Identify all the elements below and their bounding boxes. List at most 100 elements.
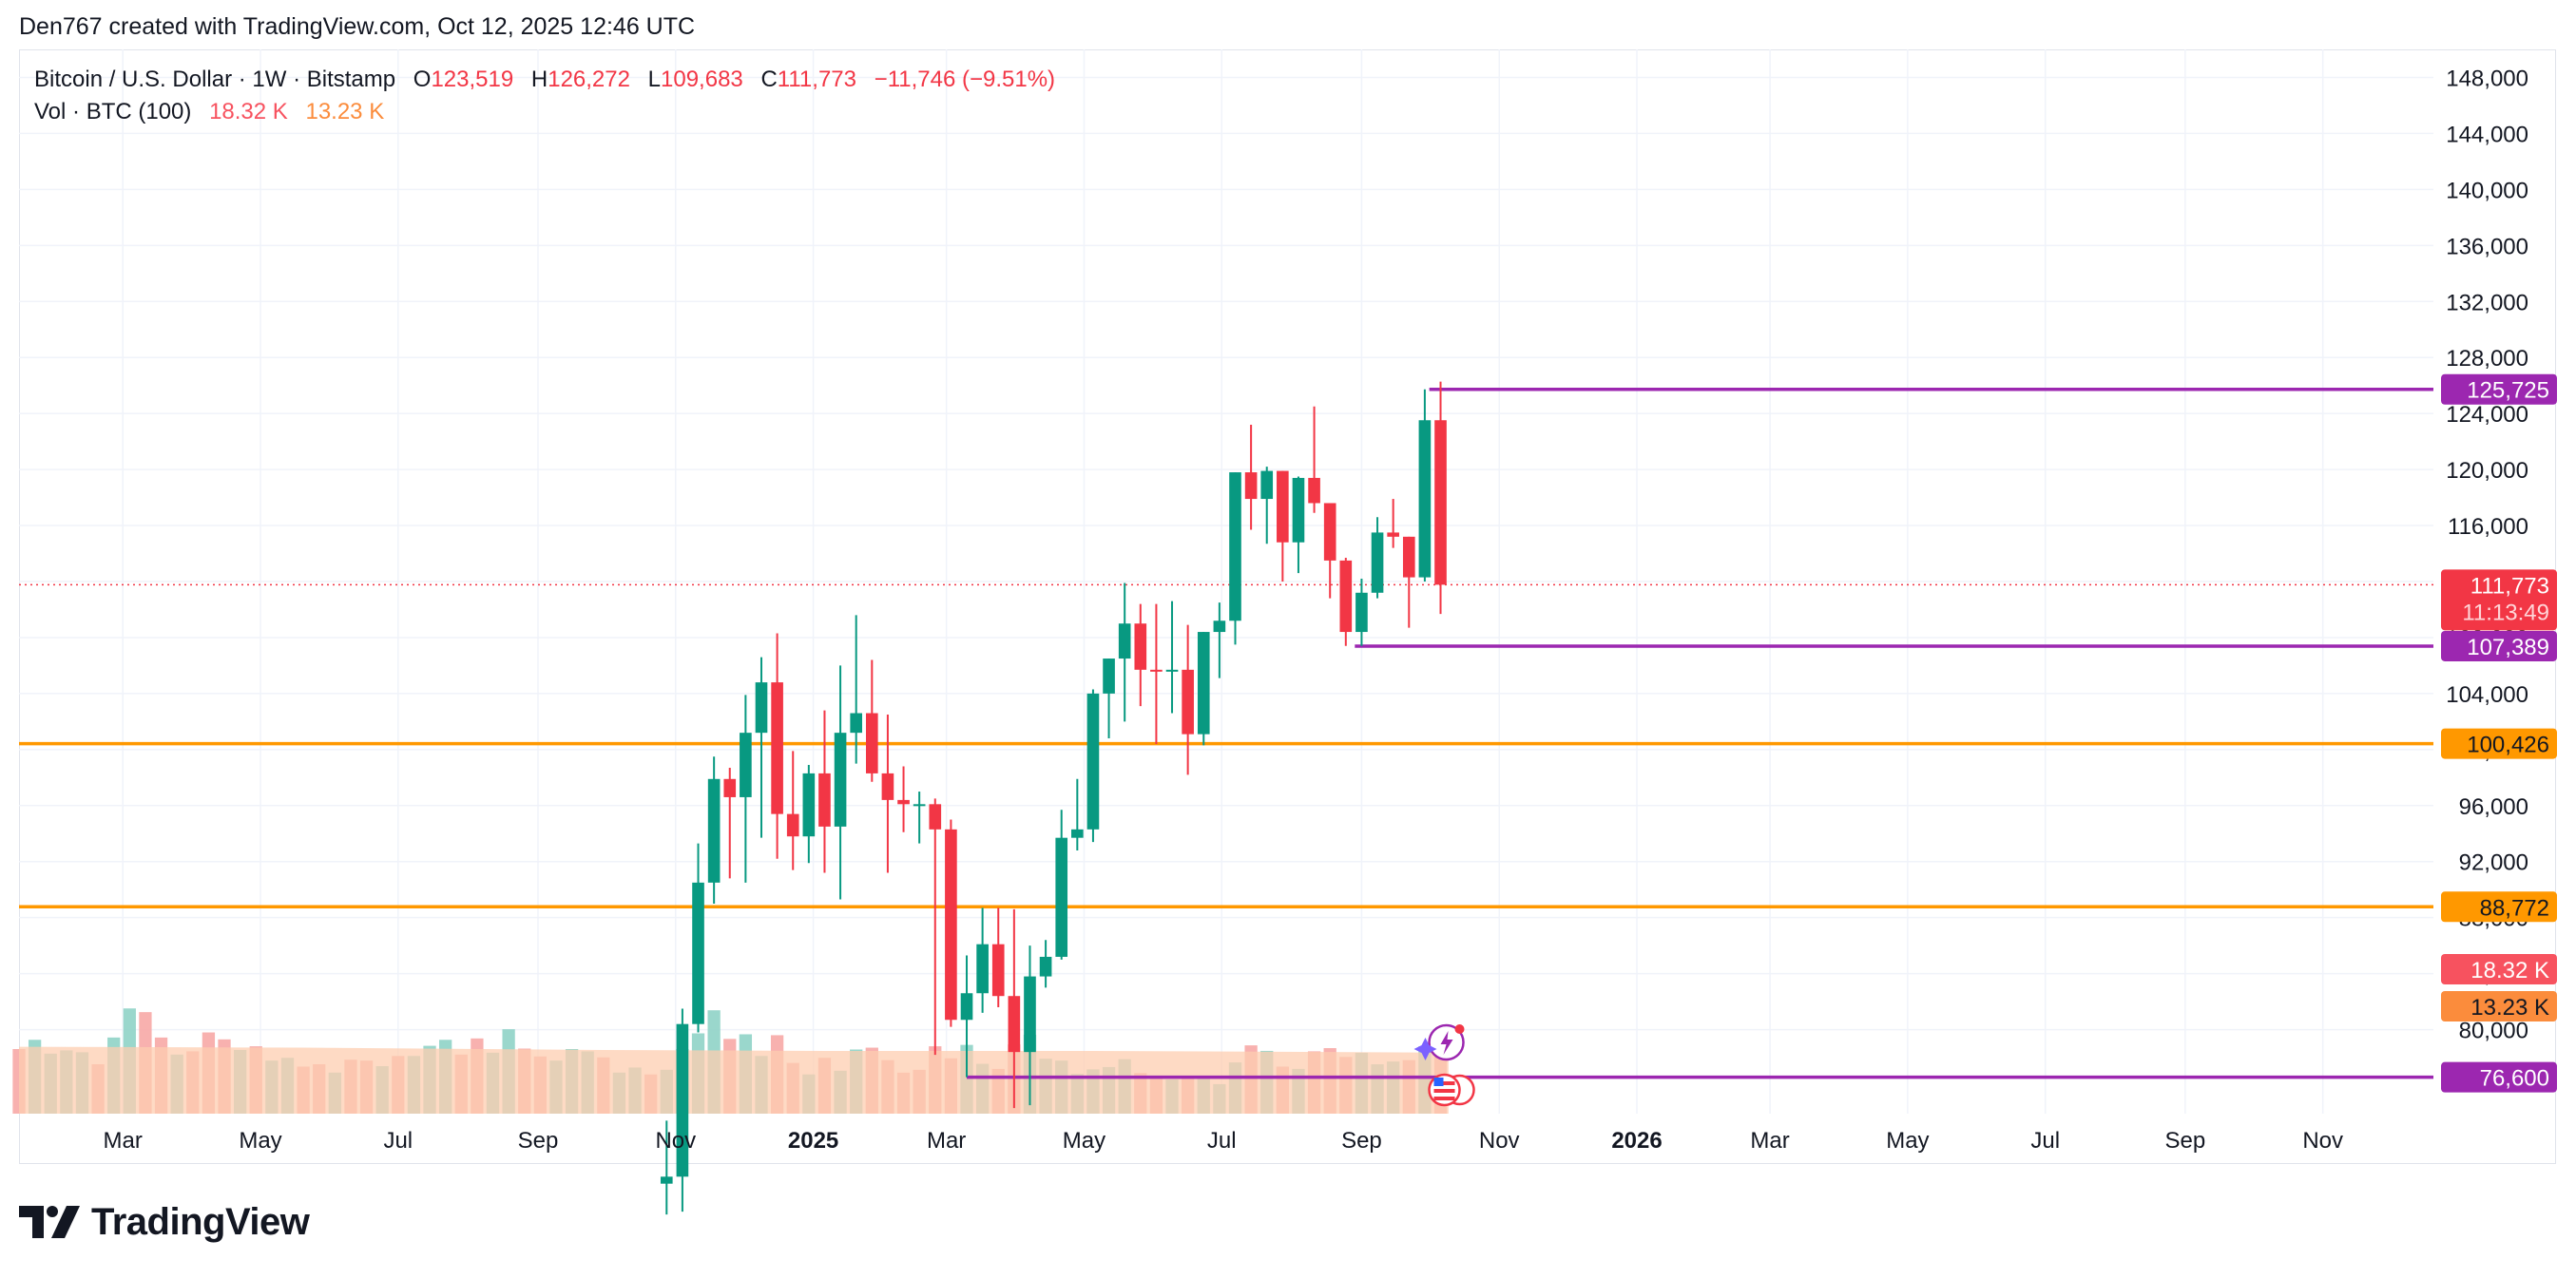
candle-body <box>1229 472 1241 621</box>
chart-credit: Den767 created with TradingView.com, Oct… <box>19 13 696 40</box>
x-tick-label: Jul <box>1207 1128 1237 1154</box>
event-icons <box>1413 1023 1475 1107</box>
candle-body <box>976 944 989 994</box>
volume-ma-tag <box>2441 991 2557 1021</box>
candle-body <box>991 944 1005 997</box>
candle-body <box>850 713 863 734</box>
y-tick-label: 116,000 <box>2448 514 2528 540</box>
level-orange-upper-tag-label: 100,426 <box>2467 733 2549 758</box>
candle-body <box>1434 420 1447 585</box>
level-orange-lower-tag-label: 88,772 <box>2480 895 2549 921</box>
y-tick-label: 104,000 <box>2446 682 2528 708</box>
level-support-low-tag-label: 107,389 <box>2467 635 2549 660</box>
us-flag-stripe-icon <box>1433 1081 1455 1085</box>
x-tick-label: Nov <box>2302 1128 2343 1154</box>
legend-high-value: 126,272 <box>548 67 630 92</box>
candle-body <box>818 773 831 827</box>
volume-current-tag <box>2441 954 2557 984</box>
candle-body <box>1165 669 1179 672</box>
candle-body <box>1244 472 1258 500</box>
candle-body <box>1402 536 1415 578</box>
level-march-low-tag <box>2441 1061 2557 1093</box>
last-price-tag-label: 111,773 <box>2470 573 2549 599</box>
candle-body <box>1103 659 1115 694</box>
x-tick-label: Sep <box>2165 1128 2206 1154</box>
x-tick-label: Sep <box>518 1128 559 1154</box>
y-tick-label: 140,000 <box>2446 178 2528 203</box>
x-tick-label: Nov <box>655 1128 696 1154</box>
x-tick-label: Mar <box>104 1128 143 1154</box>
y-tick-label: 80,000 <box>2459 1019 2528 1044</box>
candle-body <box>1213 620 1226 633</box>
x-tick-label: 2025 <box>788 1128 838 1154</box>
x-tick-label: Nov <box>1479 1128 1520 1154</box>
candle-body <box>1339 560 1353 633</box>
tradingview-mark-icon <box>19 1206 80 1238</box>
candle-body <box>929 804 942 830</box>
volume-legend-label[interactable]: Vol · BTC (100) <box>34 99 192 124</box>
us-flag-canton-icon <box>1433 1078 1444 1086</box>
sparkle-icon <box>1413 1038 1437 1060</box>
x-tick-label: Sep <box>1341 1128 1382 1154</box>
candle-body <box>1387 532 1399 537</box>
candle-body <box>786 813 799 837</box>
candle-body <box>692 882 704 1024</box>
x-axis: Mar May Jul Sep Nov 2025 Mar May Jul Sep Nov 2026 Ma… <box>104 1128 2344 1154</box>
candle-body <box>1039 956 1052 977</box>
candle-body <box>707 778 721 883</box>
legend-symbol[interactable]: Bitcoin / U.S. Dollar · 1W · Bitstamp <box>34 67 396 92</box>
candle-body <box>1024 976 1036 1053</box>
level-march-low-tag-label: 76,600 <box>2480 1066 2549 1092</box>
y-tick-label: 96,000 <box>2459 794 2528 820</box>
horizontal-levels <box>19 387 2433 1079</box>
x-tick-label: 2026 <box>1611 1128 1662 1154</box>
candle-body <box>1277 470 1289 543</box>
candle-body <box>1292 477 1305 543</box>
level-orange-upper-tag <box>2441 728 2557 759</box>
x-tick-label: Mar <box>927 1128 966 1154</box>
candle-body <box>1150 669 1163 672</box>
candle-body <box>771 682 783 814</box>
bar-countdown-label: 11:13:49 <box>2462 600 2549 625</box>
candle-body <box>960 993 973 1021</box>
grid-lines <box>19 49 2433 1114</box>
candle-body <box>1055 837 1068 957</box>
us-flag-stripe-icon <box>1433 1089 1455 1093</box>
y-tick-label: 92,000 <box>2459 850 2528 876</box>
legend-change: −11,746 (−9.51%) <box>874 67 1056 92</box>
candle-body <box>834 733 847 827</box>
tradingview-logo[interactable]: TradingView <box>19 1199 310 1245</box>
level-resistance-high-tag-label: 125,725 <box>2467 378 2549 404</box>
legend-low-value: 109,683 <box>661 67 743 92</box>
notification-dot-icon <box>1454 1024 1465 1034</box>
candle-body <box>1197 632 1210 735</box>
legend-close-value: 111,773 <box>777 67 856 92</box>
price-tags: 125,725 107,389 100,426 88,772 76,600 111,773… <box>2441 373 2557 1093</box>
legend-close-label: C <box>760 67 778 92</box>
candle-body <box>1323 503 1336 561</box>
x-tick-label: Jul <box>383 1128 413 1154</box>
y-tick-label: 132,000 <box>2446 290 2528 315</box>
y-tick-label: 124,000 <box>2446 402 2528 428</box>
x-tick-label: Mar <box>1750 1128 1789 1154</box>
x-tick-label: May <box>1886 1128 1929 1154</box>
candle-body <box>1134 623 1147 670</box>
y-tick-label: 144,000 <box>2446 122 2528 147</box>
last-price-tag <box>2441 569 2557 631</box>
volume-legend-value: 18.32 K <box>209 99 288 124</box>
legend-high-label: H <box>530 67 548 92</box>
candle-body <box>1418 420 1432 578</box>
candle-body <box>1355 592 1368 633</box>
y-tick-label: 136,000 <box>2446 234 2528 259</box>
candle-body <box>913 804 926 807</box>
candle-body <box>1308 477 1320 504</box>
candle-body <box>1371 532 1384 593</box>
x-tick-label: May <box>239 1128 281 1154</box>
volume-ma-tag-label: 13.23 K <box>2470 995 2549 1021</box>
volume-legend: Vol · BTC (100) 18.32 K 13.23 K <box>34 99 384 125</box>
candle-body <box>1071 829 1084 838</box>
candle-body <box>755 682 768 734</box>
candle-body <box>1260 470 1274 500</box>
candle-body <box>802 773 816 837</box>
